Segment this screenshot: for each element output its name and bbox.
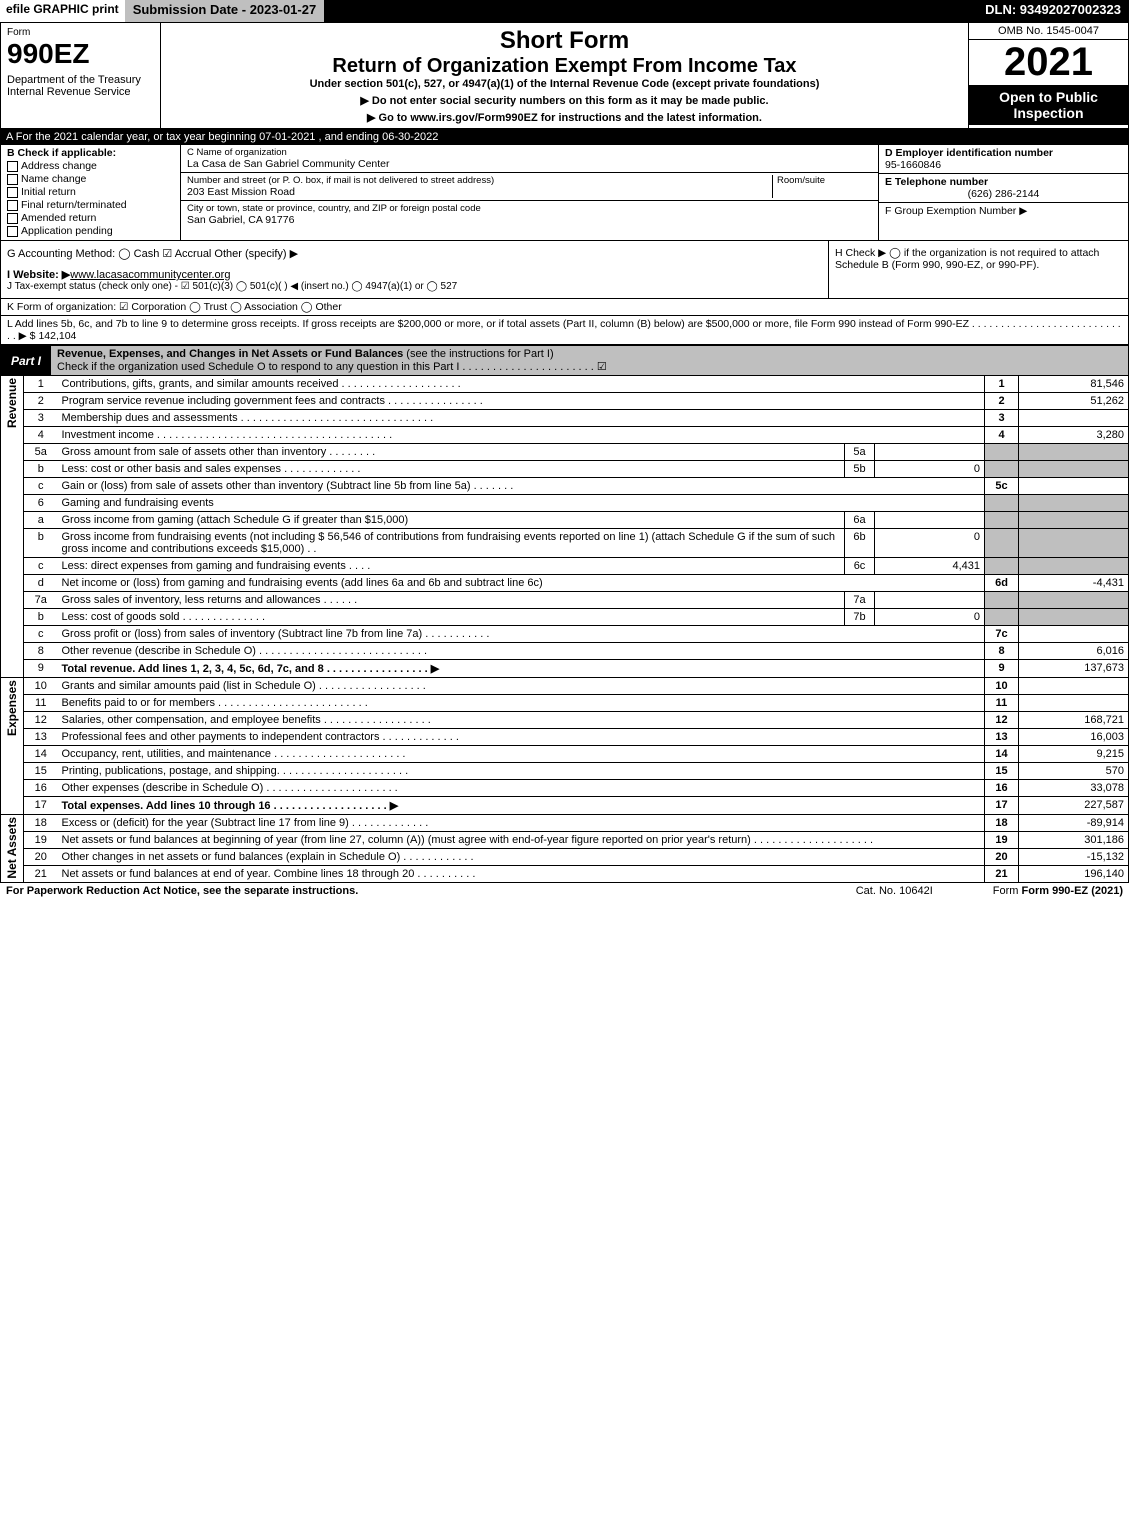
form-header-center: Short Form Return of Organization Exempt…: [161, 23, 968, 128]
H-line: H Check ▶ ◯ if the organization is not r…: [828, 241, 1128, 298]
col-right: D Employer identification number 95-1660…: [878, 145, 1128, 240]
ck-amended[interactable]: Amended return: [7, 212, 174, 224]
subtitle: Under section 501(c), 527, or 4947(a)(1)…: [167, 78, 962, 90]
room-label: Room/suite: [777, 175, 872, 186]
note-ssn: ▶ Do not enter social security numbers o…: [167, 94, 962, 107]
L-text: L Add lines 5b, 6c, and 7b to line 9 to …: [7, 318, 1121, 342]
street: 203 East Mission Road: [187, 186, 772, 198]
L-value: 142,104: [38, 330, 76, 342]
note-link-text[interactable]: ▶ Go to www.irs.gov/Form990EZ for instru…: [367, 112, 762, 124]
dln-label: DLN: 93492027002323: [977, 0, 1129, 22]
group-cell: F Group Exemption Number ▶: [879, 203, 1128, 219]
B-label: B Check if applicable:: [7, 147, 174, 159]
footer-formno: Form Form 990-EZ (2021): [993, 885, 1123, 897]
footer-catno: Cat. No. 10642I: [856, 885, 933, 897]
omb-number: OMB No. 1545-0047: [969, 23, 1128, 40]
ck-final[interactable]: Final return/terminated: [7, 199, 174, 211]
org-name: La Casa de San Gabriel Community Center: [187, 158, 872, 170]
phone-value: (626) 286-2144: [885, 188, 1122, 200]
ein-label: D Employer identification number: [885, 147, 1122, 159]
street-cell: Number and street (or P. O. box, if mail…: [181, 173, 878, 201]
L-line: L Add lines 5b, 6c, and 7b to line 9 to …: [0, 316, 1129, 345]
street-label: Number and street (or P. O. box, if mail…: [187, 175, 772, 186]
checkbox-icon: [7, 174, 18, 185]
note-link: ▶ Go to www.irs.gov/Form990EZ for instru…: [167, 111, 962, 124]
city: San Gabriel, CA 91776: [187, 214, 872, 226]
ln: 1: [24, 376, 58, 393]
part1-sub: (see the instructions for Part I): [406, 348, 553, 360]
form-header-left: Form 990EZ Department of the Treasury In…: [1, 23, 161, 128]
K-line: K Form of organization: ☑ Corporation ◯ …: [0, 299, 1129, 316]
footer-notice: For Paperwork Reduction Act Notice, see …: [6, 885, 358, 897]
form-label: Form: [7, 27, 154, 38]
ck-pending[interactable]: Application pending: [7, 225, 174, 237]
side-revenue: Revenue: [5, 378, 19, 428]
numcol: 1: [985, 376, 1019, 393]
checkbox-icon: [7, 187, 18, 198]
row-A: A For the 2021 calendar year, or tax yea…: [0, 129, 1129, 145]
form-header: Form 990EZ Department of the Treasury In…: [0, 22, 1129, 129]
gh-left: G Accounting Method: ◯ Cash ☑ Accrual Ot…: [1, 241, 828, 298]
phone-label: E Telephone number: [885, 176, 1122, 188]
city-label: City or town, state or province, country…: [187, 203, 872, 214]
checkbox-icon: [7, 226, 18, 237]
footer: For Paperwork Reduction Act Notice, see …: [0, 883, 1129, 899]
org-name-label: C Name of organization: [187, 147, 872, 158]
desc: Contributions, gifts, grants, and simila…: [58, 376, 985, 393]
amt: 81,546: [1019, 376, 1129, 393]
gh-block: G Accounting Method: ◯ Cash ☑ Accrual Ot…: [0, 241, 1129, 299]
dept-label: Department of the Treasury Internal Reve…: [7, 74, 154, 98]
checkbox-icon: [7, 200, 18, 211]
part1-header: Part I Revenue, Expenses, and Changes in…: [0, 345, 1129, 376]
checkbox-icon: [7, 161, 18, 172]
I-label: I Website: ▶: [7, 269, 70, 281]
part1-title: Revenue, Expenses, and Changes in Net As…: [51, 346, 1128, 375]
part1-title-text: Revenue, Expenses, and Changes in Net As…: [57, 348, 406, 360]
ck-address[interactable]: Address change: [7, 160, 174, 172]
part1-label: Part I: [1, 352, 51, 370]
part1-check: Check if the organization used Schedule …: [57, 360, 1122, 373]
group-label: F Group Exemption Number ▶: [885, 205, 1122, 217]
website-link[interactable]: www.lacasacommunitycenter.org: [70, 269, 230, 281]
inspection-label: Open to Public Inspection: [969, 85, 1128, 125]
side-netassets: Net Assets: [5, 817, 19, 879]
ein-value: 95-1660846: [885, 159, 1122, 171]
form-header-right: OMB No. 1545-0047 2021 Open to Public In…: [968, 23, 1128, 128]
ck-name[interactable]: Name change: [7, 173, 174, 185]
I-line: I Website: ▶www.lacasacommunitycenter.or…: [7, 268, 822, 281]
ck-initial[interactable]: Initial return: [7, 186, 174, 198]
tax-year: 2021: [969, 40, 1128, 85]
submission-date: Submission Date - 2023-01-27: [125, 0, 327, 22]
short-form-title: Short Form: [167, 27, 962, 55]
J-line: J Tax-exempt status (check only one) - ☑…: [7, 281, 822, 292]
side-expenses: Expenses: [5, 680, 19, 736]
col-B: B Check if applicable: Address change Na…: [1, 145, 181, 240]
info-block: B Check if applicable: Address change Na…: [0, 145, 1129, 241]
efile-label: efile GRAPHIC print: [0, 0, 125, 22]
phone-cell: E Telephone number (626) 286-2144: [879, 174, 1128, 203]
G-line: G Accounting Method: ◯ Cash ☑ Accrual Ot…: [7, 247, 822, 260]
main-title: Return of Organization Exempt From Incom…: [167, 55, 962, 78]
checkbox-icon: [7, 213, 18, 224]
top-bar: efile GRAPHIC print Submission Date - 20…: [0, 0, 1129, 22]
city-cell: City or town, state or province, country…: [181, 201, 878, 228]
lines-table: Revenue 1Contributions, gifts, grants, a…: [0, 376, 1129, 883]
form-number: 990EZ: [7, 38, 154, 70]
org-name-cell: C Name of organization La Casa de San Ga…: [181, 145, 878, 173]
ein-cell: D Employer identification number 95-1660…: [879, 145, 1128, 174]
col-C: C Name of organization La Casa de San Ga…: [181, 145, 878, 240]
